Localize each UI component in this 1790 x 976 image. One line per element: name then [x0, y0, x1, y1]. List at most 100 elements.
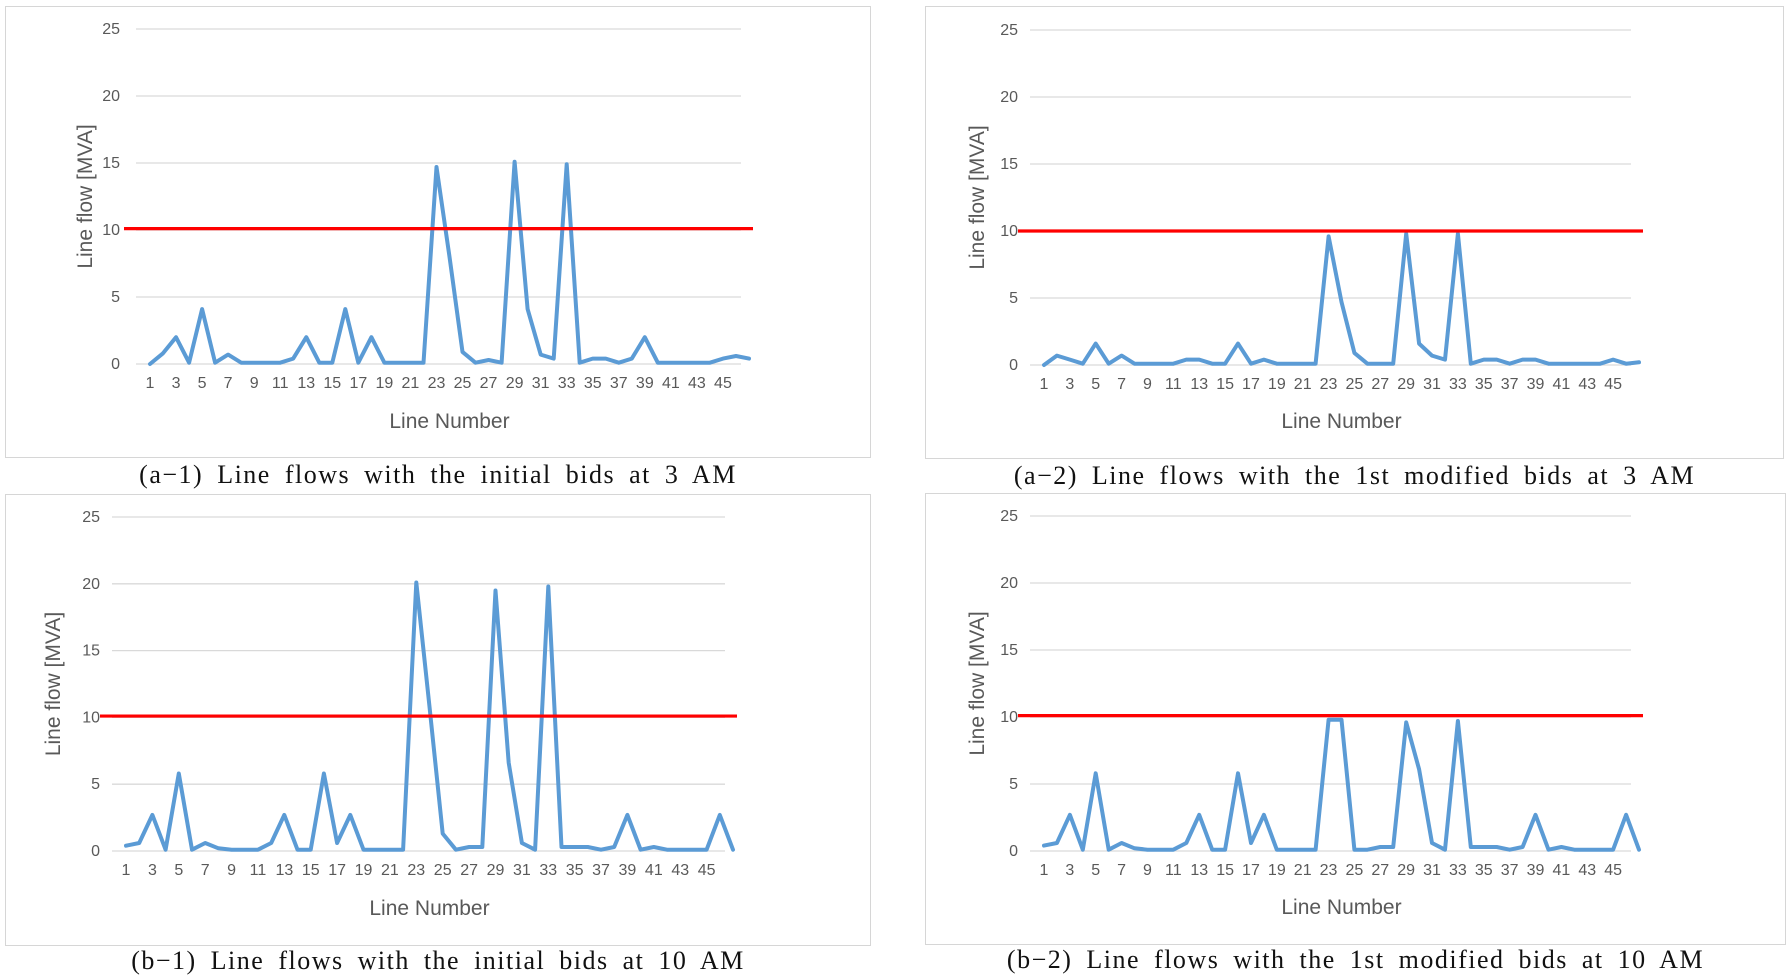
x-tick-label: 45 [714, 375, 732, 392]
x-tick-label: 23 [1320, 376, 1338, 393]
x-tick-label: 37 [1501, 376, 1519, 393]
x-tick-label: 7 [201, 862, 210, 879]
x-tick-label: 11 [272, 375, 289, 392]
x-tick-label: 15 [302, 862, 320, 879]
y-tick-label: 15 [1000, 156, 1018, 173]
x-tick-label: 3 [148, 862, 157, 879]
x-tick-label: 25 [434, 862, 452, 879]
x-tick-label: 39 [1527, 376, 1545, 393]
x-tick-label: 3 [172, 375, 181, 392]
x-tick-label: 1 [122, 862, 131, 879]
y-tick-label: 5 [111, 289, 120, 306]
chart-caption-b2: (b−2) Line flows with the 1st modified b… [925, 945, 1786, 975]
x-tick-label: 1 [1040, 862, 1049, 879]
y-tick-label: 25 [102, 21, 120, 38]
x-tick-label: 39 [636, 375, 654, 392]
y-tick-label: 10 [82, 709, 100, 726]
x-tick-label: 19 [355, 862, 373, 879]
x-tick-label: 13 [275, 862, 293, 879]
y-tick-label: 10 [1000, 709, 1018, 726]
x-tick-label: 35 [1475, 376, 1493, 393]
x-tick-label: 27 [480, 375, 498, 392]
x-tick-label: 33 [1449, 862, 1467, 879]
x-tick-label: 11 [1165, 862, 1182, 879]
x-tick-label: 21 [381, 862, 399, 879]
x-tick-label: 17 [1242, 376, 1260, 393]
x-tick-label: 27 [1371, 376, 1389, 393]
x-tick-label: 39 [1527, 862, 1545, 879]
chart-caption-a2: (a−2) Line flows with the 1st modified b… [925, 461, 1784, 491]
x-tick-label: 31 [1423, 376, 1441, 393]
y-tick-label: 5 [1009, 776, 1018, 793]
x-tick-label: 41 [1552, 376, 1570, 393]
x-tick-label: 27 [460, 862, 478, 879]
x-tick-label: 29 [1397, 862, 1415, 879]
x-tick-label: 43 [688, 375, 706, 392]
x-tick-label: 31 [513, 862, 531, 879]
x-tick-label: 13 [1190, 862, 1208, 879]
y-tick-label: 5 [91, 776, 100, 793]
x-tick-label: 33 [539, 862, 557, 879]
x-tick-label: 43 [1578, 862, 1596, 879]
x-tick-label: 1 [146, 375, 155, 392]
x-tick-label: 5 [174, 862, 183, 879]
y-axis-title: Line flow [MVA] [966, 611, 989, 755]
y-tick-label: 25 [82, 509, 100, 526]
x-tick-label: 45 [1604, 376, 1622, 393]
x-tick-label: 5 [1091, 862, 1100, 879]
y-tick-label: 15 [1000, 642, 1018, 659]
series-line [1044, 234, 1639, 365]
series-line [150, 162, 749, 364]
x-tick-label: 19 [1268, 862, 1286, 879]
x-tick-label: 11 [1165, 376, 1182, 393]
x-tick-label: 9 [1143, 862, 1152, 879]
y-tick-label: 15 [82, 643, 100, 660]
y-tick-label: 20 [102, 88, 120, 105]
x-tick-label: 25 [1346, 376, 1364, 393]
x-tick-label: 17 [1242, 862, 1260, 879]
y-tick-label: 5 [1009, 290, 1018, 307]
y-tick-label: 10 [1000, 223, 1018, 240]
x-axis-title: Line Number [1281, 410, 1401, 433]
x-tick-label: 33 [1449, 376, 1467, 393]
x-tick-label: 33 [558, 375, 576, 392]
x-tick-label: 27 [1371, 862, 1389, 879]
x-tick-label: 41 [1552, 862, 1570, 879]
x-tick-label: 29 [1397, 376, 1415, 393]
x-axis-title: Line Number [389, 410, 509, 433]
x-tick-label: 43 [1578, 376, 1596, 393]
x-tick-label: 13 [1190, 376, 1208, 393]
x-tick-label: 25 [454, 375, 472, 392]
x-tick-label: 19 [375, 375, 393, 392]
x-tick-label: 9 [227, 862, 236, 879]
x-axis-title: Line Number [1281, 896, 1401, 919]
y-tick-label: 0 [1009, 843, 1018, 860]
x-tick-label: 29 [487, 862, 505, 879]
x-tick-label: 7 [224, 375, 233, 392]
x-tick-label: 39 [619, 862, 637, 879]
series-line [1044, 720, 1639, 850]
x-tick-label: 21 [1294, 376, 1312, 393]
x-tick-label: 25 [1346, 862, 1364, 879]
x-tick-label: 19 [1268, 376, 1286, 393]
x-tick-label: 31 [1423, 862, 1441, 879]
y-axis-title: Line flow [MVA] [42, 612, 65, 756]
x-tick-label: 9 [1143, 376, 1152, 393]
x-tick-label: 3 [1065, 862, 1074, 879]
x-tick-label: 23 [407, 862, 425, 879]
y-tick-label: 25 [1000, 508, 1018, 525]
y-tick-label: 10 [102, 222, 120, 239]
x-axis-title: Line Number [369, 897, 489, 920]
y-axis-title: Line flow [MVA] [74, 124, 97, 268]
x-tick-label: 37 [610, 375, 628, 392]
x-tick-label: 45 [1604, 862, 1622, 879]
x-tick-label: 15 [323, 375, 341, 392]
x-tick-label: 43 [671, 862, 689, 879]
x-tick-label: 17 [349, 375, 367, 392]
x-tick-label: 23 [428, 375, 446, 392]
